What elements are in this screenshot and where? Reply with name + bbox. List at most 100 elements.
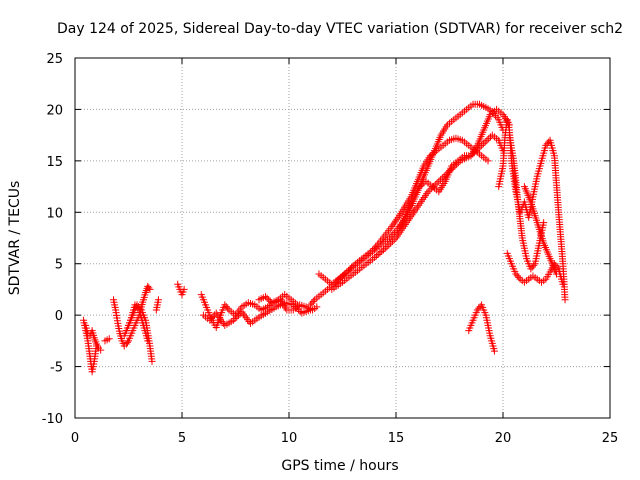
data-point xyxy=(490,347,498,355)
grid-lines xyxy=(75,58,610,418)
series-sat-f xyxy=(122,301,152,345)
data-point xyxy=(386,234,394,242)
data-point xyxy=(221,301,229,309)
data-point xyxy=(485,135,493,143)
data-point xyxy=(424,188,432,196)
data-point xyxy=(266,297,274,305)
data-point xyxy=(376,249,384,257)
data-point xyxy=(438,174,446,182)
data-point xyxy=(383,243,391,251)
data-point xyxy=(381,244,389,252)
y-tick-label: -10 xyxy=(42,412,63,427)
data-point xyxy=(131,301,139,309)
x-axis-label: GPS time / hours xyxy=(281,458,398,474)
data-point xyxy=(222,303,230,311)
y-tick-label: -5 xyxy=(50,361,63,376)
data-point xyxy=(385,241,393,249)
series-sat-p xyxy=(465,301,498,355)
y-tick-label: 20 xyxy=(46,103,63,118)
data-point xyxy=(527,265,535,273)
x-tick-label: 0 xyxy=(71,431,79,446)
series-sat-s xyxy=(505,131,548,273)
data-point xyxy=(309,297,317,305)
series-sat-h xyxy=(174,280,188,299)
data-point xyxy=(433,179,441,187)
data-point xyxy=(530,261,538,269)
data-point xyxy=(261,293,269,301)
series-sat-g xyxy=(152,296,162,314)
data-point xyxy=(513,272,521,280)
plot-frame xyxy=(74,57,611,419)
data-point xyxy=(553,270,560,278)
data-point xyxy=(475,304,483,312)
data-point xyxy=(308,299,316,307)
data-point xyxy=(206,316,214,324)
data-point xyxy=(543,140,551,148)
data-point xyxy=(528,263,536,271)
data-point xyxy=(371,254,379,262)
data-point xyxy=(148,357,156,365)
x-tick-label: 20 xyxy=(495,431,512,446)
chart-title: Day 124 of 2025, Sidereal Day-to-day VTE… xyxy=(57,21,623,37)
x-tick-label: 15 xyxy=(388,431,405,446)
data-point xyxy=(387,232,395,240)
data-point xyxy=(154,296,162,304)
data-point xyxy=(144,337,152,345)
data-point xyxy=(132,303,140,311)
data-points xyxy=(80,100,569,376)
y-tick-label: 25 xyxy=(46,52,63,67)
data-point xyxy=(484,157,492,165)
data-point xyxy=(233,313,241,321)
data-point xyxy=(473,306,481,314)
series-sat-c xyxy=(101,335,113,345)
data-point xyxy=(207,314,215,322)
data-point xyxy=(97,346,105,354)
data-point xyxy=(265,296,273,304)
axis-ticks: 0 5 10 15 20 25 -10 -5 0 5 10 15 20 25 xyxy=(42,52,619,446)
data-point xyxy=(435,177,443,185)
data-point xyxy=(380,246,388,254)
data-point xyxy=(224,304,232,312)
data-point xyxy=(123,338,131,346)
data-point xyxy=(231,315,239,323)
data-point xyxy=(483,136,491,144)
y-tick-label: 10 xyxy=(46,206,63,221)
series-sat-r xyxy=(503,249,567,288)
series-sat-j xyxy=(199,299,314,329)
data-point xyxy=(561,296,569,304)
data-point xyxy=(209,313,217,321)
series-sat-o xyxy=(396,105,513,232)
data-point xyxy=(390,236,398,244)
data-point xyxy=(372,252,380,260)
data-point xyxy=(388,237,396,245)
data-point xyxy=(105,335,113,343)
data-point xyxy=(134,304,142,312)
series-sat-t xyxy=(520,183,560,278)
data-point xyxy=(293,304,301,312)
data-point xyxy=(515,273,523,281)
y-tick-label: 5 xyxy=(55,258,63,273)
data-point xyxy=(378,247,386,255)
series-sat-b xyxy=(82,321,105,354)
series-sat-k xyxy=(255,291,302,309)
data-point xyxy=(234,311,242,319)
y-tick-label: 15 xyxy=(46,155,63,170)
data-point xyxy=(374,250,382,258)
data-point xyxy=(481,138,489,146)
data-point xyxy=(540,219,548,227)
data-point xyxy=(306,301,314,309)
data-point xyxy=(229,316,237,324)
x-tick-label: 10 xyxy=(281,431,298,446)
data-point xyxy=(146,285,154,293)
data-point xyxy=(263,294,271,302)
data-point xyxy=(180,285,188,293)
data-point xyxy=(389,230,397,238)
x-tick-label: 25 xyxy=(602,431,619,446)
data-point xyxy=(387,239,395,247)
x-tick-label: 5 xyxy=(178,431,186,446)
data-point xyxy=(512,270,520,278)
data-point xyxy=(296,307,304,315)
data-point xyxy=(294,301,302,309)
y-axis-label: SDTVAR / TECUs xyxy=(7,181,23,296)
